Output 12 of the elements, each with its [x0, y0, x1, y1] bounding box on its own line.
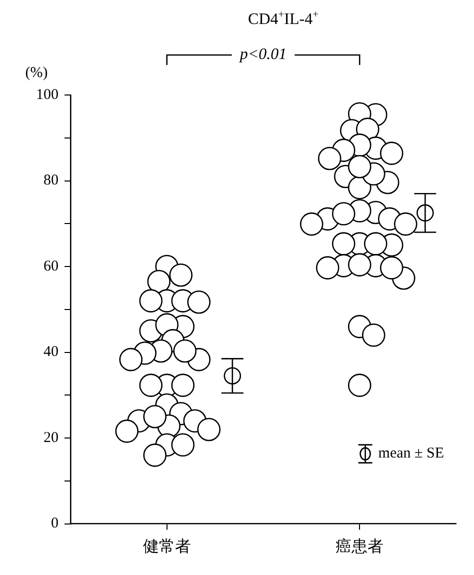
y-tick-label: 80 [44, 172, 58, 189]
text: p<0.01 [238, 46, 287, 64]
chart-title: CD4+IL-4+ [248, 10, 319, 28]
y-tick-label: 100 [36, 86, 58, 103]
y-tick-label: 60 [44, 258, 58, 274]
y-tick-label: 20 [44, 430, 58, 446]
y-tick-label: 40 [44, 344, 58, 360]
legend-label: mean ± SE [378, 446, 444, 462]
y-axis-title: (%) [25, 64, 48, 81]
y-tick-label: 0 [51, 516, 58, 532]
x-tick-label: 癌患者 [336, 538, 384, 556]
x-tick-label: 健常者 [142, 538, 191, 556]
